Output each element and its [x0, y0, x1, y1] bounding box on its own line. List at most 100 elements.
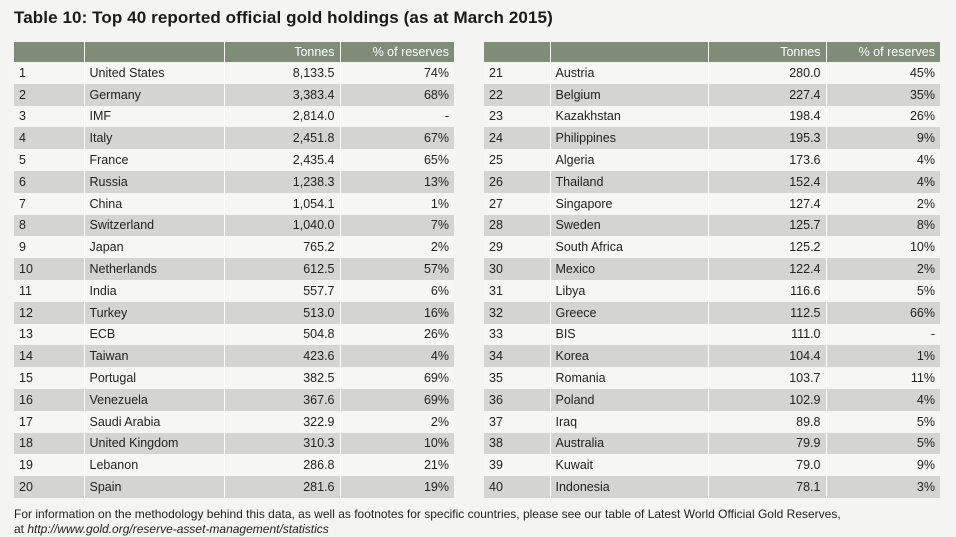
pct-reserves-cell: 10%: [339, 432, 454, 455]
rank-cell: 4: [14, 127, 84, 150]
table-row: 16 Venezuela 367.6 69%: [14, 388, 454, 411]
country-cell: BIS: [549, 323, 708, 346]
rank-cell: 20: [14, 476, 84, 498]
pct-reserves-cell: 68%: [339, 83, 454, 106]
country-cell: Libya: [549, 279, 708, 302]
tonnes-cell: 79.9: [707, 432, 826, 455]
country-cell: Venezuela: [83, 388, 224, 411]
table-row: 22 Belgium 227.4 35%: [484, 83, 940, 106]
table-row: 34 Korea 104.4 1%: [484, 345, 940, 368]
tonnes-cell: 198.4: [707, 105, 826, 128]
pct-reserves-cell: 26%: [825, 105, 940, 128]
rank-cell: 1: [14, 62, 84, 84]
tonnes-cell: 281.6: [223, 476, 340, 498]
table-row: 40 Indonesia 78.1 3%: [484, 476, 940, 498]
rank-cell: 14: [14, 345, 84, 368]
rank-cell: 21: [484, 62, 550, 84]
pct-reserves-cell: 2%: [339, 236, 454, 259]
table-row: 27 Singapore 127.4 2%: [484, 192, 940, 215]
tonnes-cell: 382.5: [223, 367, 340, 389]
table-row: 17 Saudi Arabia 322.9 2%: [14, 410, 454, 433]
tonnes-cell: 112.5: [707, 301, 826, 324]
rank-column-header: [14, 42, 84, 62]
tonnes-cell: 173.6: [707, 149, 826, 171]
pct-reserves-cell: 4%: [825, 170, 940, 193]
tonnes-cell: 195.3: [707, 127, 826, 150]
table-row: 6 Russia 1,238.3 13%: [14, 170, 454, 193]
table-row: 11 India 557.7 6%: [14, 279, 454, 302]
rank-cell: 30: [484, 258, 550, 280]
country-cell: Singapore: [549, 192, 708, 215]
country-cell: IMF: [83, 105, 224, 128]
country-cell: Italy: [83, 127, 224, 150]
tonnes-cell: 102.9: [707, 388, 826, 411]
table-row: 9 Japan 765.2 2%: [14, 236, 454, 259]
rank-cell: 10: [14, 258, 84, 280]
country-cell: India: [83, 279, 224, 302]
country-cell: Japan: [83, 236, 224, 259]
table-row: 3 IMF 2,814.0-: [14, 105, 454, 128]
table-row: 7 China 1,054.1 1%: [14, 192, 454, 215]
rank-cell: 22: [484, 83, 550, 106]
pct-reserves-cell: 10%: [825, 236, 940, 259]
country-cell: Romania: [549, 367, 708, 389]
table-row: 14 Taiwan 423.6 4%: [14, 345, 454, 368]
rank-cell: 28: [484, 214, 550, 237]
pct-reserves-cell: -: [825, 323, 940, 346]
tonnes-cell: 79.0: [707, 454, 826, 477]
table-row: 25 Algeria 173.6 4%: [484, 149, 940, 171]
tonnes-cell: 2,814.0: [223, 105, 340, 128]
tonnes-cell: 152.4: [707, 170, 826, 193]
pct-reserves-cell: 2%: [825, 192, 940, 215]
rank-cell: 17: [14, 410, 84, 433]
tonnes-cell: 1,238.3: [223, 170, 340, 193]
pct-reserves-cell: 21%: [339, 454, 454, 477]
footnote: For information on the methodology behin…: [14, 507, 944, 537]
country-cell: Australia: [549, 432, 708, 455]
table-row: 39 Kuwait 79.0 9%: [484, 454, 940, 477]
table-row: 29 South Africa 125.2 10%: [484, 236, 940, 259]
tonnes-cell: 127.4: [707, 192, 826, 215]
table-row: 37 Iraq 89.8 5%: [484, 410, 940, 433]
rank-cell: 34: [484, 345, 550, 368]
pct-reserves-cell: 65%: [339, 149, 454, 171]
table-row: 5 France 2,435.4 65%: [14, 149, 454, 171]
tonnes-cell: 78.1: [707, 476, 826, 498]
table-row: 10 Netherlands 612.5 57%: [14, 258, 454, 280]
pct-reserves-cell: 2%: [825, 258, 940, 280]
pct-reserves-cell: 11%: [825, 367, 940, 389]
country-cell: Turkey: [83, 301, 224, 324]
pct-reserves-cell: 9%: [825, 127, 940, 150]
rank-column-header: [484, 42, 550, 62]
tonnes-cell: 423.6: [223, 345, 340, 368]
country-cell: Greece: [549, 301, 708, 324]
pct-reserves-cell: 5%: [825, 432, 940, 455]
pct-reserves-cell: 5%: [825, 279, 940, 302]
rank-cell: 23: [484, 105, 550, 128]
country-cell: Kuwait: [549, 454, 708, 477]
pct-reserves-cell: 1%: [825, 345, 940, 368]
tonnes-cell: 2,435.4: [223, 149, 340, 171]
country-cell: Indonesia: [549, 476, 708, 498]
statistics-link[interactable]: http://www.gold.org/reserve-asset-manage…: [27, 522, 329, 536]
table-row: 21 Austria 280.0 45%: [484, 62, 940, 84]
rank-cell: 12: [14, 301, 84, 324]
rank-cell: 26: [484, 170, 550, 193]
table-row: 24 Philippines 195.3 9%: [484, 127, 940, 150]
rank-cell: 33: [484, 323, 550, 346]
table-row: 18 United Kingdom 310.3 10%: [14, 432, 454, 455]
rank-cell: 5: [14, 149, 84, 171]
country-cell: Belgium: [549, 83, 708, 106]
footnote-text: For information on the methodology behin…: [14, 507, 841, 521]
rank-cell: 16: [14, 388, 84, 411]
rank-cell: 38: [484, 432, 550, 455]
table-row: 28 Sweden 125.7 8%: [484, 214, 940, 237]
table-header-row: Tonnes % of reserves: [484, 42, 940, 62]
table-row: 13 ECB 504.8 26%: [14, 323, 454, 346]
country-cell: Iraq: [549, 410, 708, 433]
tonnes-cell: 513.0: [223, 301, 340, 324]
tonnes-cell: 89.8: [707, 410, 826, 433]
rank-cell: 27: [484, 192, 550, 215]
country-cell: Poland: [549, 388, 708, 411]
table-row: 32 Greece 112.5 66%: [484, 301, 940, 324]
